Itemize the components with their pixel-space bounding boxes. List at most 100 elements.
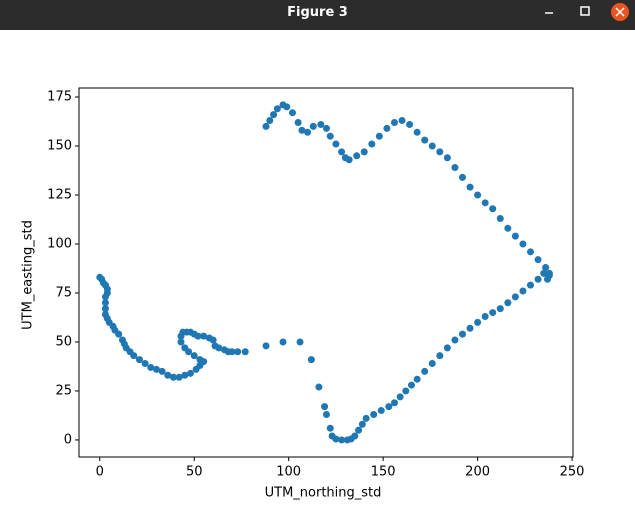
scatter-point <box>158 367 166 375</box>
scatter-point <box>181 344 189 352</box>
scatter-point <box>332 435 340 443</box>
scatter-point <box>511 232 519 240</box>
scatter-point <box>164 371 172 379</box>
scatter-point <box>402 387 410 395</box>
scatter-point <box>322 410 330 418</box>
scatter-point <box>443 344 451 352</box>
title-bar: Figure 3 <box>0 0 635 30</box>
scatter-point <box>390 118 398 126</box>
scatter-point <box>545 269 553 277</box>
y-axis-label: UTM_easting_std <box>21 220 36 330</box>
scatter-point <box>298 126 306 134</box>
scatter-point <box>385 403 393 411</box>
scatter-point <box>474 191 482 199</box>
scatter-point <box>175 373 183 381</box>
maximize-button[interactable] <box>580 6 590 16</box>
scatter-point <box>534 275 542 283</box>
scatter-point <box>115 330 123 338</box>
scatter-point <box>504 299 512 307</box>
x-tick-label: 50 <box>186 465 203 480</box>
scatter-point <box>443 154 451 162</box>
scatter-point <box>234 348 242 356</box>
scatter-point <box>519 287 527 295</box>
scatter-point <box>466 183 474 191</box>
window-title: Figure 3 <box>287 5 348 20</box>
scatter-point <box>296 338 304 346</box>
scatter-point <box>341 154 349 162</box>
y-tick-label: 125 <box>47 187 72 202</box>
scatter-point <box>542 264 550 272</box>
scatter-point <box>101 293 109 301</box>
scatter-point <box>338 148 346 156</box>
chart: UTM_northing_std UTM_easting_std 0 50 100 1… <box>21 87 585 501</box>
scatter-point <box>309 122 317 130</box>
scatter-point <box>169 373 177 381</box>
scatter-point <box>534 256 542 264</box>
scatter-point <box>351 432 359 440</box>
scatter-point <box>466 324 474 332</box>
x-tick-label: 100 <box>276 465 301 480</box>
scatter-point <box>451 336 459 344</box>
scatter-point <box>428 360 436 368</box>
scatter-point <box>215 344 223 352</box>
scatter-point <box>279 338 287 346</box>
scatter-point <box>436 352 444 360</box>
scatter-point <box>370 410 378 418</box>
scatter-point <box>489 309 497 317</box>
scatter-point <box>196 356 204 364</box>
scatter-point <box>304 128 312 136</box>
scatter-point <box>288 109 296 117</box>
scatter-point <box>135 356 143 364</box>
scatter-point <box>186 369 194 377</box>
scatter-point <box>496 305 504 313</box>
scatter-point <box>481 312 489 320</box>
y-tick-label: 100 <box>47 236 72 251</box>
scatter-point <box>270 111 278 119</box>
scatter-point <box>262 122 270 130</box>
window-controls <box>545 3 629 21</box>
scatter-point <box>321 403 329 411</box>
x-tick-label: 250 <box>560 465 585 480</box>
scatter-point <box>413 375 421 383</box>
scatter-point <box>141 360 149 368</box>
scatter-point <box>406 120 414 128</box>
scatter-point <box>273 105 281 113</box>
scatter-point <box>398 117 406 125</box>
scatter-point <box>511 293 519 301</box>
scatter-point <box>266 117 274 125</box>
scatter-point <box>353 152 361 160</box>
scatter-point <box>377 407 385 415</box>
scatter-point <box>407 381 415 389</box>
scatter-point <box>358 420 366 428</box>
scatter-point <box>390 399 398 407</box>
scatter-point <box>152 365 160 373</box>
x-tick-label: 150 <box>371 465 396 480</box>
scatter-point <box>355 426 363 434</box>
scatter-point <box>315 383 323 391</box>
scatter-point <box>368 140 376 148</box>
scatter-point <box>436 148 444 156</box>
scatter-point <box>194 332 202 340</box>
scatter-point <box>177 338 185 346</box>
scatter-point <box>519 240 527 248</box>
y-tick-label: 75 <box>55 285 72 300</box>
scatter-point <box>413 128 421 136</box>
scatter-point <box>526 281 534 289</box>
scatter-point <box>375 132 383 140</box>
scatter-point <box>458 330 466 338</box>
scatter-point <box>209 336 217 344</box>
y-tick-label: 0 <box>64 432 72 447</box>
scatter-point <box>326 424 334 432</box>
close-button[interactable] <box>611 3 629 21</box>
scatter-point <box>279 101 287 109</box>
scatter-point <box>489 205 497 213</box>
scatter-point <box>474 318 482 326</box>
x-tick-label: 0 <box>96 465 104 480</box>
scatter-point <box>200 332 208 340</box>
scatter-point <box>383 124 391 132</box>
scatter-point <box>130 352 138 360</box>
scatter-point <box>326 132 334 140</box>
scatter-point <box>228 348 236 356</box>
scatter-point <box>294 118 302 126</box>
scatter-point <box>360 148 368 156</box>
